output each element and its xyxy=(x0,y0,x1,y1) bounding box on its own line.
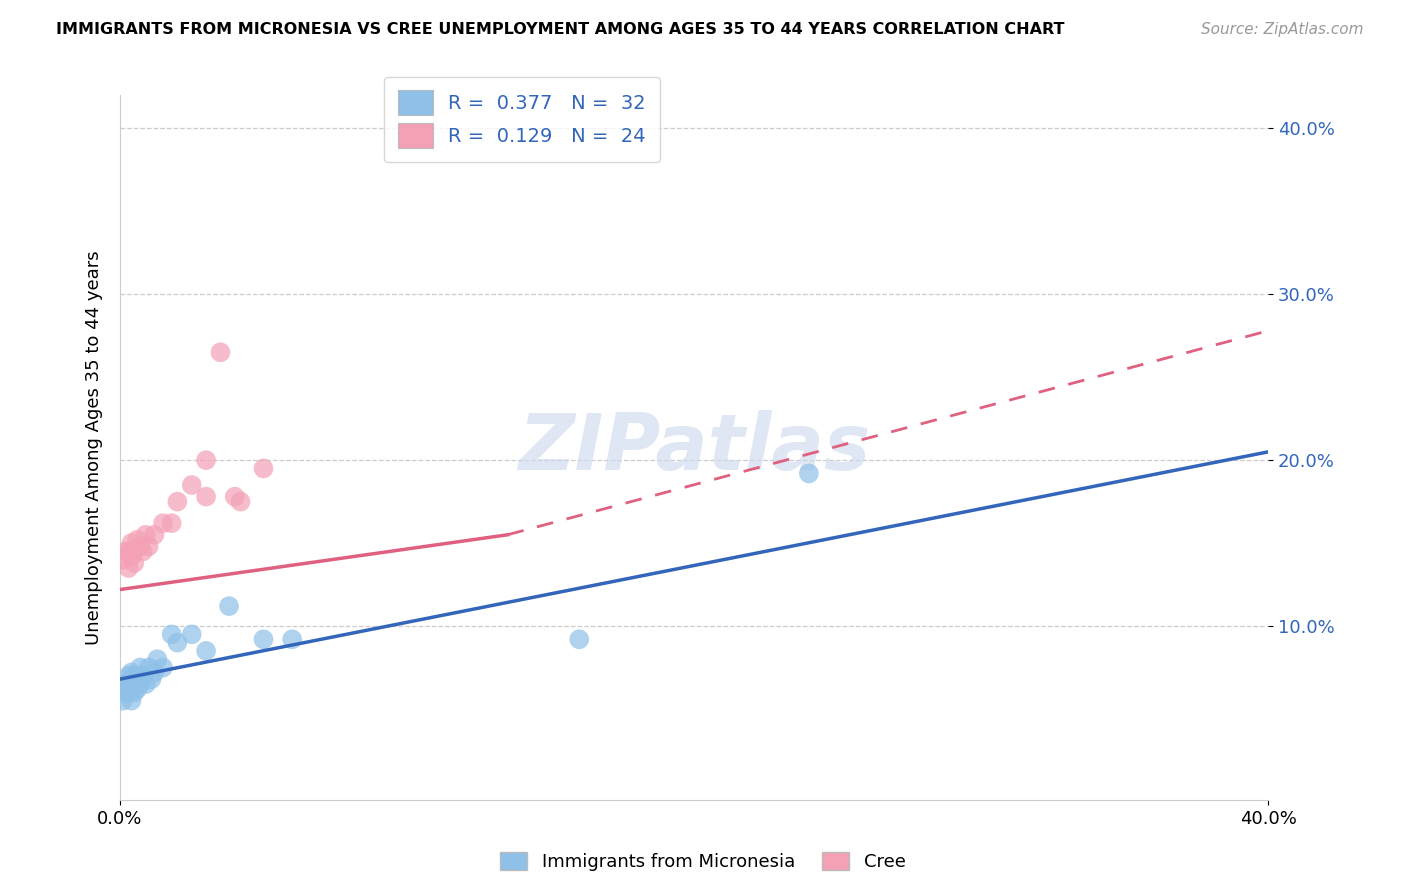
Point xyxy=(166,494,188,508)
Point xyxy=(135,677,157,691)
Point xyxy=(117,677,139,691)
Point xyxy=(568,632,591,647)
Point xyxy=(160,516,183,531)
Legend: R =  0.377   N =  32, R =  0.129   N =  24: R = 0.377 N = 32, R = 0.129 N = 24 xyxy=(384,77,659,161)
Point xyxy=(152,660,174,674)
Point xyxy=(143,665,166,680)
Point xyxy=(120,672,142,686)
Point xyxy=(120,694,142,708)
Text: IMMIGRANTS FROM MICRONESIA VS CREE UNEMPLOYMENT AMONG AGES 35 TO 44 YEARS CORREL: IMMIGRANTS FROM MICRONESIA VS CREE UNEMP… xyxy=(56,22,1064,37)
Point xyxy=(124,544,146,558)
Point xyxy=(117,685,139,699)
Point xyxy=(281,632,304,647)
Point xyxy=(114,677,136,691)
Point xyxy=(132,669,155,683)
Point xyxy=(160,627,183,641)
Point xyxy=(117,544,139,558)
Point xyxy=(195,490,218,504)
Point xyxy=(111,552,134,566)
Point xyxy=(195,644,218,658)
Point xyxy=(129,677,152,691)
Point xyxy=(180,478,202,492)
Text: Source: ZipAtlas.com: Source: ZipAtlas.com xyxy=(1201,22,1364,37)
Point xyxy=(120,549,142,564)
Point xyxy=(124,556,146,570)
Point xyxy=(252,632,274,647)
Point xyxy=(127,533,149,547)
Point xyxy=(143,528,166,542)
Point xyxy=(132,544,155,558)
Point xyxy=(252,461,274,475)
Point xyxy=(135,528,157,542)
Point xyxy=(114,685,136,699)
Point xyxy=(152,516,174,531)
Legend: Immigrants from Micronesia, Cree: Immigrants from Micronesia, Cree xyxy=(494,845,912,879)
Point xyxy=(209,345,232,359)
Point xyxy=(224,490,246,504)
Point xyxy=(129,660,152,674)
Point xyxy=(218,599,240,614)
Point xyxy=(127,672,149,686)
Y-axis label: Unemployment Among Ages 35 to 44 years: Unemployment Among Ages 35 to 44 years xyxy=(86,251,103,645)
Point xyxy=(166,635,188,649)
Point xyxy=(111,694,134,708)
Point xyxy=(127,682,149,697)
Point xyxy=(124,685,146,699)
Point xyxy=(180,627,202,641)
Point xyxy=(114,544,136,558)
Point xyxy=(120,536,142,550)
Point xyxy=(129,540,152,554)
Point xyxy=(124,669,146,683)
Text: ZIPatlas: ZIPatlas xyxy=(517,409,870,486)
Point xyxy=(146,652,169,666)
Point xyxy=(138,540,160,554)
Point xyxy=(229,494,252,508)
Point xyxy=(797,467,820,481)
Point xyxy=(120,665,142,680)
Point xyxy=(117,561,139,575)
Point xyxy=(195,453,218,467)
Point xyxy=(124,677,146,691)
Point xyxy=(138,660,160,674)
Point xyxy=(117,669,139,683)
Point xyxy=(141,672,163,686)
